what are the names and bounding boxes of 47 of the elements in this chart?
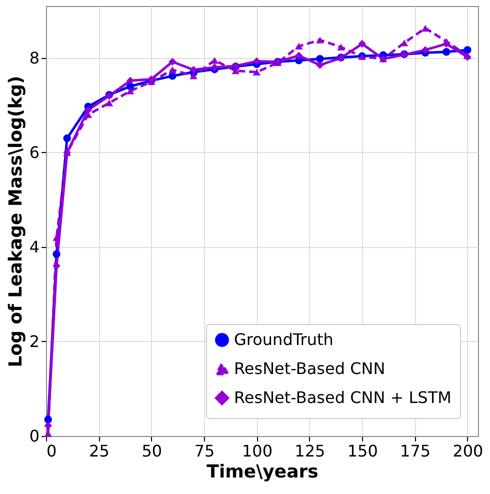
point: [190, 72, 198, 80]
x-tick-label: 75: [194, 442, 215, 460]
point: [105, 100, 114, 106]
legend-label: GroundTruth: [234, 330, 334, 349]
x-tick-label: 200: [452, 442, 484, 460]
point: [316, 55, 324, 63]
point: [44, 422, 52, 430]
point: [84, 106, 92, 114]
x-tick-label: 50: [142, 442, 162, 460]
point: [210, 56, 218, 64]
point: [442, 48, 450, 56]
legend-label: ResNet-Based CNN + LSTM: [234, 388, 452, 407]
point: [190, 66, 198, 74]
y-tick-label: 6: [29, 142, 40, 162]
y-tick-label: 0: [29, 426, 40, 446]
legend-label: ResNet-Based CNN: [234, 359, 386, 378]
point: [168, 58, 176, 66]
point: [337, 44, 345, 50]
point: [168, 72, 176, 80]
point: [52, 234, 60, 241]
point: [252, 57, 261, 66]
y-tick-label: 2: [29, 332, 40, 351]
point: [44, 416, 52, 424]
x-tick-label: 150: [347, 442, 378, 460]
x-tick-label: 175: [400, 442, 431, 460]
point: [464, 46, 472, 54]
y-tick-label: 4: [29, 237, 40, 256]
point: [126, 76, 134, 85]
x-tick-label: 125: [294, 442, 326, 460]
point: [316, 61, 324, 69]
y-axis-title: Log of Leakage Mass\log(kg): [5, 76, 26, 368]
point: [421, 24, 430, 32]
point: [316, 36, 324, 44]
point: [252, 68, 261, 76]
point: [358, 40, 366, 48]
x-tick-label: 0: [46, 442, 57, 460]
point: [63, 134, 71, 142]
point: [295, 42, 303, 50]
point: [126, 88, 134, 94]
point: [295, 52, 303, 60]
point: [421, 46, 430, 54]
x-tick-label: 25: [89, 442, 110, 460]
y-tick-label: 8: [29, 48, 40, 68]
point: [168, 66, 176, 74]
x-tick-label: 100: [242, 442, 273, 460]
x-axis-title: Time\years: [206, 462, 318, 482]
point: [52, 250, 60, 258]
